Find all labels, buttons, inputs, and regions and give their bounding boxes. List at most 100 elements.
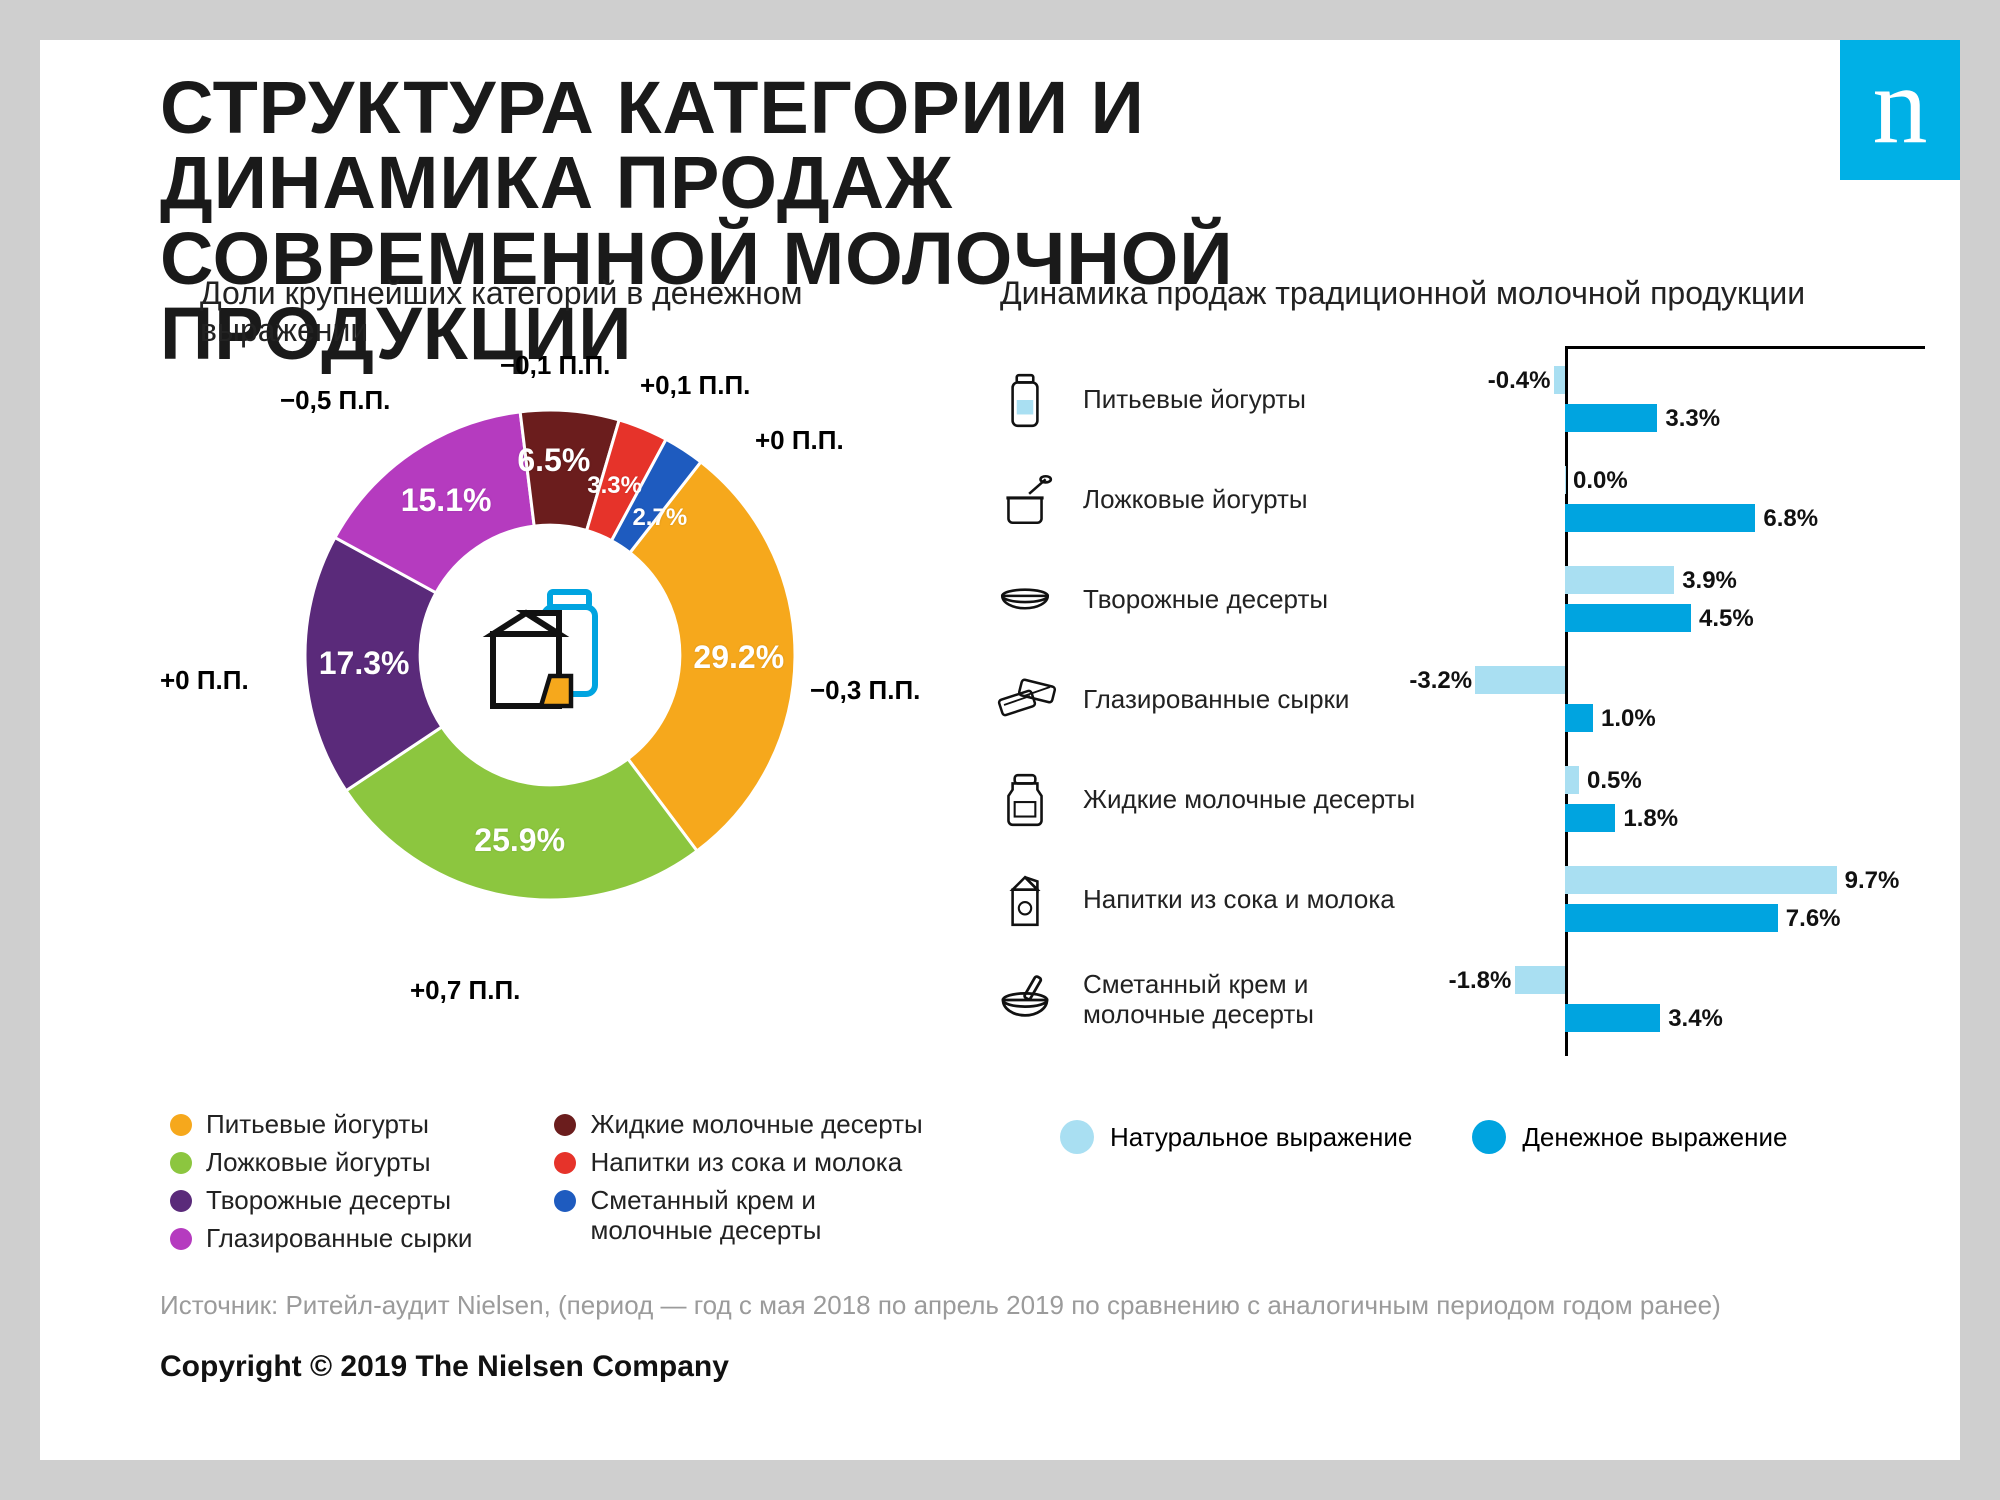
legend-item-curd_desserts: Творожные десерты [170,1186,550,1216]
cat-row-glazed_curd: Глазированные сырки [985,650,1465,750]
cat-row-juice_milk: Напитки из сока и молока [985,850,1465,950]
donut-value-spoon_yogurt: 25.9% [474,822,565,859]
spoon_yogurt-icon [985,460,1065,540]
bar-natural-liquid_desserts [1565,766,1579,794]
legend-item-juice_milk: Напитки из сока и молока [554,1148,934,1178]
cat-label-sour_cream_dess: Сметанный крем и молочные десерты [1083,970,1423,1030]
juice_milk-icon [985,860,1065,940]
cat-row-sour_cream_dess: Сметанный крем и молочные десерты [985,950,1465,1050]
legend-item-drinking_yogurt: Питьевые йогурты [170,1110,550,1140]
bar-money-label-drinking_yogurt: 3.3% [1665,405,1720,433]
donut-value-liquid_desserts: 6.5% [517,442,590,479]
legend-label-spoon_yogurt: Ложковые йогурты [206,1148,431,1178]
page: n СТРУКТУРА КАТЕГОРИИ И ДИНАМИКА ПРОДАЖ … [40,40,1960,1460]
right-panel: Питьевые йогурты Ложковые йогурты Творожны… [985,350,1925,1120]
donut-value-curd_desserts: 17.3% [319,645,410,682]
legend-swatch-spoon_yogurt [170,1152,192,1174]
bar-legend-dot-natural [1060,1120,1094,1154]
sour_cream_dess-icon [985,960,1065,1040]
bar-money-sour_cream_dess [1565,1004,1660,1032]
bar-money-label-sour_cream_dess: 3.4% [1668,1005,1723,1033]
cat-row-curd_desserts: Творожные десерты [985,550,1465,650]
cat-label-curd_desserts: Творожные десерты [1083,585,1328,615]
bar-money-label-liquid_desserts: 1.8% [1623,805,1678,833]
drinking_yogurt-icon [985,360,1065,440]
legend-label-drinking_yogurt: Питьевые йогурты [206,1110,429,1140]
legend-label-curd_desserts: Творожные десерты [206,1186,451,1216]
donut-pp-juice_milk: +0,1 П.П. [640,370,750,401]
cat-row-spoon_yogurt: Ложковые йогурты [985,450,1465,550]
subtitle-left: Доли крупнейших категорий в денежном выр… [200,275,840,349]
cat-row-liquid_desserts: Жидкие молочные десерты [985,750,1465,850]
bar-money-label-spoon_yogurt: 6.8% [1763,505,1818,533]
bar-money-spoon_yogurt [1565,504,1755,532]
bar-legend: Натуральное выражение Денежное выражение [1060,1120,1787,1154]
cat-label-liquid_desserts: Жидкие молочные десерты [1083,785,1415,815]
bar-money-curd_desserts [1565,604,1691,632]
legend-item-sour_cream_dess: Сметанный крем и молочные десерты [554,1186,934,1246]
subtitle-right: Динамика продаж традиционной молочной пр… [1000,275,1900,312]
donut-value-glazed_curd: 15.1% [401,482,492,519]
cat-label-glazed_curd: Глазированные сырки [1083,685,1349,715]
bar-natural-label-glazed_curd: -3.2% [1409,667,1472,695]
bar-natural-label-spoon_yogurt: 0.0% [1573,467,1628,495]
glazed_curd-icon [985,660,1065,740]
legend-swatch-liquid_desserts [554,1114,576,1136]
bar-money-juice_milk [1565,904,1778,932]
donut-pp-sour_cream_dess: +0 П.П. [755,425,844,456]
nielsen-logo: n [1840,40,1960,180]
donut-legend: Питьевые йогурты Ложковые йогурты Творожны… [170,1110,1070,1262]
donut-value-drinking_yogurt: 29.2% [693,639,784,676]
bar-natural-label-sour_cream_dess: -1.8% [1449,967,1512,995]
donut-chart: 29.2% −0,3 П.П. 25.9% +0,7 П.П. 17.3% +0 П.П.… [170,355,930,1115]
cat-row-drinking_yogurt: Питьевые йогурты [985,350,1465,450]
bar-legend-dot-money [1472,1120,1506,1154]
bar-money-glazed_curd [1565,704,1593,732]
legend-label-liquid_desserts: Жидкие молочные десерты [590,1110,922,1140]
donut-pp-glazed_curd: −0,5 П.П. [280,385,390,416]
legend-label-glazed_curd: Глазированные сырки [206,1224,472,1254]
donut-value-juice_milk: 3.3% [587,472,642,500]
bar-natural-label-juice_milk: 9.7% [1845,867,1900,895]
legend-swatch-curd_desserts [170,1190,192,1212]
donut-pp-liquid_desserts: −0,1 П.П. [500,350,610,381]
source-text: Источник: Ритейл-аудит Nielsen, (период … [160,1290,1920,1321]
legend-swatch-drinking_yogurt [170,1114,192,1136]
legend-item-liquid_desserts: Жидкие молочные десерты [554,1110,934,1140]
dairy-icon [475,580,625,730]
donut-pp-curd_desserts: +0 П.П. [160,665,249,696]
bar-money-label-glazed_curd: 1.0% [1601,705,1656,733]
bar-natural-label-drinking_yogurt: -0.4% [1488,367,1551,395]
legend-item-spoon_yogurt: Ложковые йогурты [170,1148,550,1178]
legend-item-glazed_curd: Глазированные сырки [170,1224,550,1254]
bar-money-label-curd_desserts: 4.5% [1699,605,1754,633]
cat-label-drinking_yogurt: Питьевые йогурты [1083,385,1306,415]
bar-natural-glazed_curd [1475,666,1565,694]
bar-natural-drinking_yogurt [1554,366,1565,394]
donut-pp-drinking_yogurt: −0,3 П.П. [810,675,920,706]
bar-chart: -0.4%3.3%0.0%6.8%3.9%4.5%-3.2%1.0%0.5%1.… [1475,350,1925,1050]
copyright-text: Copyright © 2019 The Nielsen Company [160,1350,729,1384]
legend-swatch-juice_milk [554,1152,576,1174]
bar-natural-curd_desserts [1565,566,1674,594]
bar-natural-juice_milk [1565,866,1837,894]
bar-legend-label-natural: Натуральное выражение [1110,1122,1412,1153]
legend-swatch-sour_cream_dess [554,1190,576,1212]
bar-axis-top [1565,346,1925,349]
bar-money-liquid_desserts [1565,804,1615,832]
cat-label-spoon_yogurt: Ложковые йогурты [1083,485,1308,515]
category-list: Питьевые йогурты Ложковые йогурты Творожны… [985,350,1465,1050]
cat-label-juice_milk: Напитки из сока и молока [1083,885,1395,915]
bar-legend-money: Денежное выражение [1472,1120,1787,1154]
bar-natural-spoon_yogurt [1565,466,1566,494]
legend-label-juice_milk: Напитки из сока и молока [590,1148,902,1178]
bar-legend-natural: Натуральное выражение [1060,1120,1412,1154]
bar-axis-zero [1565,346,1568,1056]
curd_desserts-icon [985,560,1065,640]
donut-value-sour_cream_dess: 2.7% [632,504,687,532]
bar-natural-sour_cream_dess [1515,966,1565,994]
liquid_desserts-icon [985,760,1065,840]
bar-money-label-juice_milk: 7.6% [1786,905,1841,933]
donut-pp-spoon_yogurt: +0,7 П.П. [410,975,520,1006]
legend-swatch-glazed_curd [170,1228,192,1250]
